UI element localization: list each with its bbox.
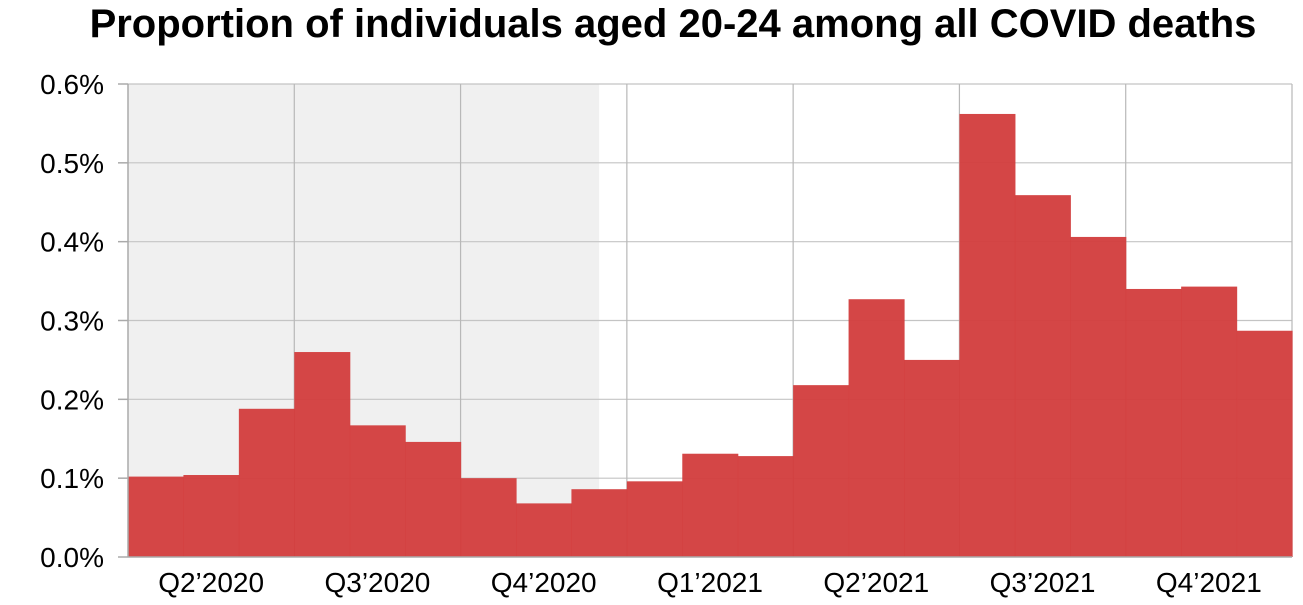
x-tick-label: Q3’2021 [990, 567, 1096, 598]
x-tick-label: Q4’2021 [1156, 567, 1262, 598]
x-tick-label: Q1’2021 [657, 567, 763, 598]
bar [460, 478, 517, 557]
y-tick-label: 0.5% [40, 148, 104, 179]
bar [183, 475, 240, 557]
bar [904, 359, 961, 557]
bar [405, 441, 462, 557]
bar [516, 503, 573, 557]
x-tick-label: Q3’2020 [324, 567, 430, 598]
bar [1125, 288, 1182, 557]
bar [1236, 330, 1293, 557]
bar [128, 476, 185, 557]
bar [626, 481, 683, 557]
x-tick-label: Q4’2020 [491, 567, 597, 598]
y-tick-label: 0.4% [40, 227, 104, 258]
bar [848, 299, 905, 557]
bar [349, 425, 406, 557]
bar [1181, 286, 1238, 557]
y-tick-label: 0.1% [40, 463, 104, 494]
bar [238, 408, 295, 557]
y-tick-label: 0.0% [40, 542, 104, 573]
y-tick-label: 0.6% [40, 69, 104, 100]
bar [571, 489, 628, 557]
bar [1014, 195, 1071, 557]
x-tick-label: Q2’2021 [823, 567, 929, 598]
x-tick-label: Q2’2020 [158, 567, 264, 598]
bar [1070, 236, 1127, 558]
bar [682, 453, 739, 557]
bars [128, 113, 1293, 558]
bar [793, 385, 850, 557]
y-tick-label: 0.2% [40, 384, 104, 415]
bar [737, 456, 794, 557]
y-tick-label: 0.3% [40, 306, 104, 337]
y-axis-ticks: 0.0% 0.1% 0.2% 0.3% 0.4% 0.5% 0.6% [40, 69, 128, 573]
x-axis-ticks: Q2’2020 Q3’2020 Q4’2020 Q1’2021 Q2’2021 Q3’20… [158, 567, 1262, 598]
chart-title: Proportion of individuals aged 20-24 amo… [90, 2, 1257, 46]
bar [294, 352, 351, 557]
bar [959, 113, 1016, 557]
